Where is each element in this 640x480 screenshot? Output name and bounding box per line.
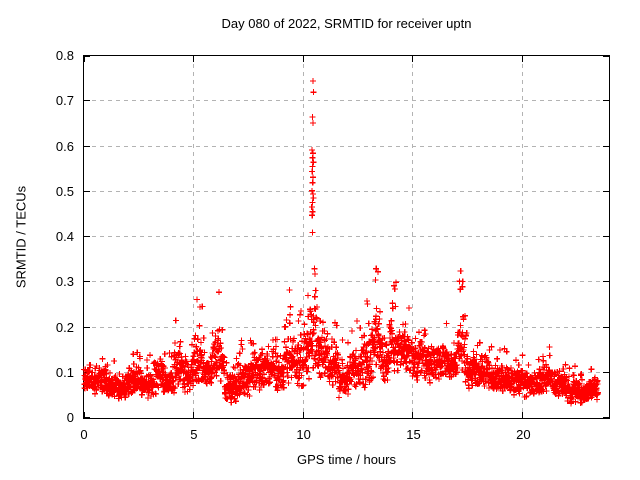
y-tick-mark <box>84 281 90 282</box>
y-tick-label: 0.1 <box>55 364 74 380</box>
y-tick-mark <box>603 236 609 237</box>
gridline-vertical <box>193 56 194 418</box>
gridline-horizontal <box>84 146 609 147</box>
y-tick-mark <box>603 191 609 192</box>
x-tick-mark <box>522 412 523 418</box>
gridline-horizontal <box>84 191 609 192</box>
x-tick-mark <box>84 56 85 62</box>
y-tick-mark <box>603 327 609 328</box>
x-tick-mark <box>193 56 194 62</box>
x-axis-label: GPS time / hours <box>297 452 396 467</box>
y-tick-label: 0.5 <box>55 183 74 199</box>
gridline-horizontal <box>84 281 609 282</box>
x-tick-mark <box>412 412 413 418</box>
x-tick-mark <box>412 56 413 62</box>
plot-area <box>81 55 610 419</box>
x-tick-mark <box>84 412 85 418</box>
y-tick-label: 0.3 <box>55 274 74 290</box>
gridline-horizontal <box>84 236 609 237</box>
y-tick-mark <box>603 146 609 147</box>
y-tick-label: 0 <box>66 410 74 425</box>
y-tick-label: 0.6 <box>55 138 74 154</box>
x-tick-label: 15 <box>406 427 421 442</box>
scatter-plus-markers <box>81 77 601 407</box>
y-tick-mark <box>84 100 90 101</box>
x-tick-label: 0 <box>80 427 88 442</box>
y-tick-mark <box>84 327 90 328</box>
y-tick-mark <box>603 100 609 101</box>
chart-title: Day 080 of 2022, SRMTID for receiver upt… <box>221 16 472 31</box>
y-tick-label: 0.7 <box>55 93 74 109</box>
scatter-series <box>81 77 601 407</box>
gridline-vertical <box>522 56 523 418</box>
x-tick-label: 5 <box>190 427 198 442</box>
y-tick-label: 0.2 <box>55 319 74 335</box>
y-tick-mark <box>84 417 90 418</box>
x-tick-mark <box>193 412 194 418</box>
x-tick-label: 20 <box>516 427 531 442</box>
x-tick-label: 10 <box>296 427 311 442</box>
y-tick-mark <box>603 372 609 373</box>
x-tick-mark <box>522 56 523 62</box>
y-tick-mark <box>84 56 90 57</box>
y-tick-mark <box>603 281 609 282</box>
gridline-horizontal <box>84 327 609 328</box>
y-tick-mark <box>84 191 90 192</box>
y-tick-mark <box>84 236 90 237</box>
y-tick-label: 0.8 <box>55 48 74 63</box>
x-tick-mark <box>303 56 304 62</box>
y-tick-mark <box>603 56 609 57</box>
x-tick-mark <box>303 412 304 418</box>
y-tick-mark <box>603 417 609 418</box>
y-tick-label: 0.4 <box>55 229 74 244</box>
gridline-horizontal <box>84 100 609 101</box>
gridline-vertical <box>412 56 413 418</box>
gridline-vertical <box>303 56 304 418</box>
y-tick-mark <box>84 146 90 147</box>
